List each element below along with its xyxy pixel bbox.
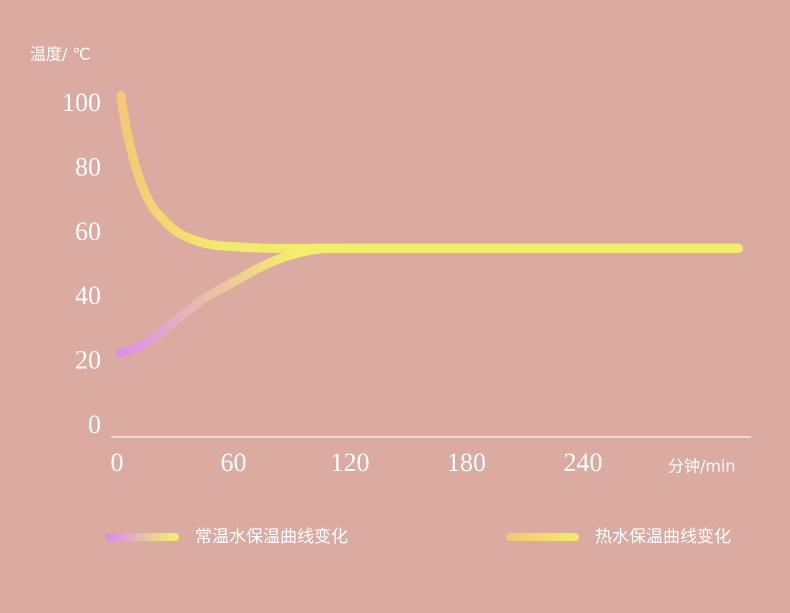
x-axis-label: 分钟/min	[668, 457, 736, 476]
y-tick-label: 100	[62, 88, 101, 117]
x-tick-label: 0	[111, 448, 124, 477]
line	[116, 90, 743, 253]
x-tick-label: 240	[563, 448, 602, 477]
legend-label: 常温水保温曲线变化	[195, 527, 348, 547]
y-tick-label: 0	[88, 410, 101, 439]
line	[116, 243, 743, 358]
x-tick-label: 60	[220, 448, 246, 477]
y-axis-label: 温度/ ℃	[30, 45, 90, 64]
y-tick-label: 80	[75, 152, 101, 181]
y-tick-label: 40	[75, 281, 101, 310]
y-tick-label: 60	[75, 217, 101, 246]
x-tick-label: 180	[447, 448, 486, 477]
y-tick-label: 20	[75, 346, 101, 375]
legend-label: 热水保温曲线变化	[595, 527, 731, 547]
x-tick-label: 120	[330, 448, 369, 477]
